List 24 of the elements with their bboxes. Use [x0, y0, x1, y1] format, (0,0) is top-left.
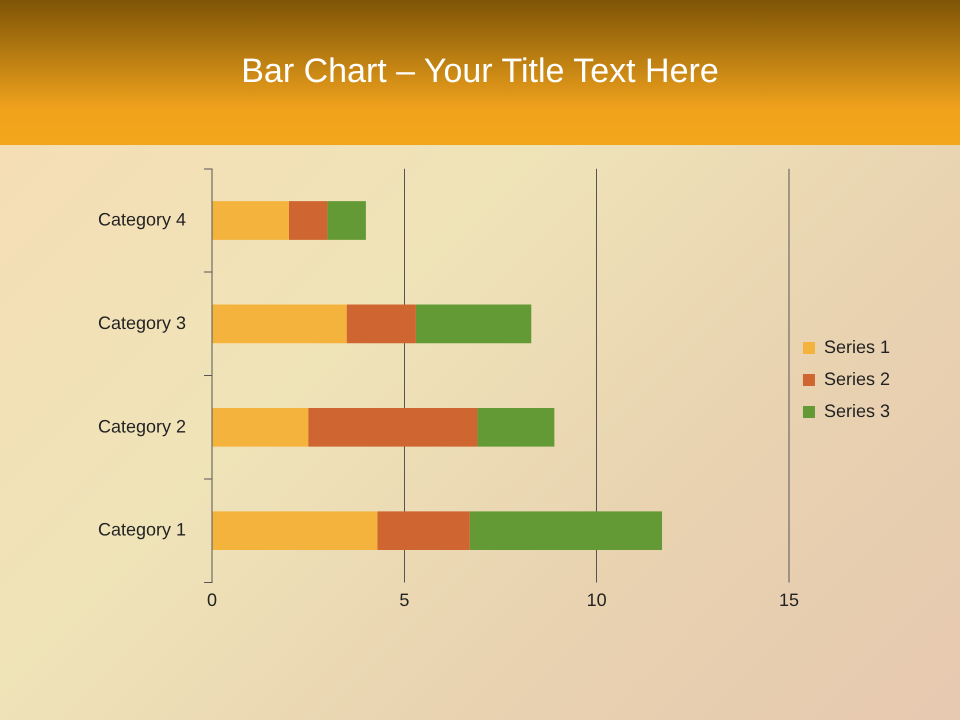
bar	[212, 408, 308, 447]
legend-label: Series 3	[824, 400, 890, 421]
bar	[288, 201, 328, 240]
y-tick-label: Category 2	[98, 416, 186, 436]
x-tick-label: 10	[586, 590, 607, 610]
bar	[477, 408, 554, 447]
bar	[416, 304, 532, 344]
y-tick-label: Category 1	[98, 520, 186, 540]
x-tick-label: 15	[778, 590, 799, 610]
bar	[377, 511, 470, 550]
bar	[346, 304, 416, 344]
y-tick-label: Category 4	[98, 209, 186, 230]
legend-label: Series 2	[824, 368, 890, 389]
bar	[212, 201, 289, 240]
bar	[327, 201, 366, 240]
chart-title: Bar Chart – Your Title Text Here	[240, 52, 720, 91]
x-tick-label: 5	[399, 590, 410, 610]
bar	[212, 511, 378, 550]
bar	[470, 511, 662, 550]
legend-label: Series 1	[824, 336, 890, 357]
bar	[212, 304, 347, 344]
x-tick-label: 0	[207, 590, 218, 610]
bar	[308, 408, 478, 447]
y-tick-label: Category 3	[98, 312, 186, 333]
